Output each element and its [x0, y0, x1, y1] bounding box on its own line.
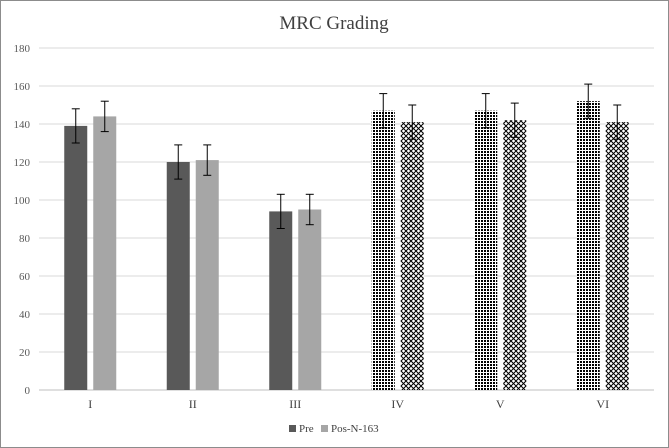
bar-post-V: [503, 120, 527, 390]
bar-post-IV: [400, 122, 424, 390]
bar-post-III: [298, 209, 322, 390]
y-tick-label: 20: [19, 347, 31, 359]
x-tick-label-VI: VI: [596, 397, 609, 411]
chart-title: MRC Grading: [279, 13, 389, 34]
bar-pre-II: [166, 162, 190, 390]
bar-post-VI: [605, 122, 629, 390]
y-tick-label: 40: [19, 309, 31, 321]
x-tick-label-IV: IV: [391, 397, 404, 411]
y-tick-label: 80: [19, 233, 31, 245]
bar-pre-I: [64, 125, 88, 391]
x-tick-label-V: V: [496, 397, 505, 411]
legend-label-pre: Pre: [299, 423, 314, 435]
x-tick-label-I: I: [88, 397, 92, 411]
y-tick-label: 60: [19, 271, 31, 283]
bar-pre-III: [269, 211, 293, 390]
y-tick-label: 140: [14, 119, 31, 131]
bar-pre-IV: [371, 110, 395, 390]
y-tick-label: 120: [14, 157, 31, 169]
legend-swatch-pre: [289, 425, 296, 432]
y-tick-label: 180: [14, 43, 31, 55]
legend-swatch-post: [321, 425, 328, 432]
y-tick-label: 100: [14, 195, 31, 207]
legend: Pre Pos-N-163: [289, 423, 379, 435]
bar-post-II: [195, 160, 219, 390]
y-tick-label: 160: [14, 81, 31, 93]
x-tick-label-II: II: [189, 397, 197, 411]
bar-pre-VI: [576, 101, 600, 390]
x-tick-label-III: III: [289, 397, 301, 411]
y-tick-label: 0: [25, 385, 31, 397]
legend-label-post: Pos-N-163: [331, 423, 379, 435]
bar-post-I: [93, 116, 117, 391]
bar-pre-V: [474, 110, 498, 390]
